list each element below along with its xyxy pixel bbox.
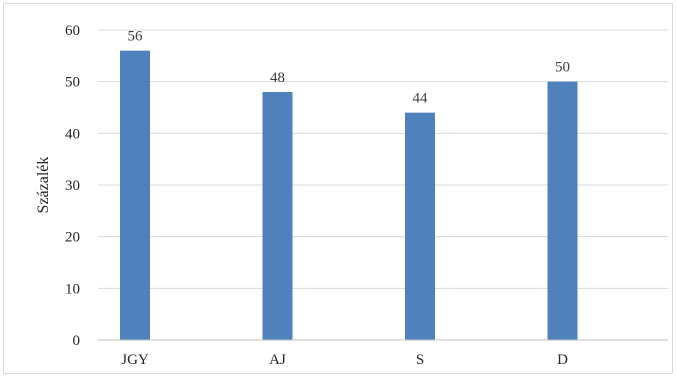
- data-label: 50: [555, 60, 570, 76]
- x-tick-label: AJ: [269, 352, 286, 368]
- data-label: 48: [270, 70, 285, 86]
- bar-jgy: [120, 50, 150, 341]
- y-tick-label: 40: [65, 126, 80, 142]
- data-label: 44: [413, 91, 429, 107]
- x-tick-label: S: [416, 352, 424, 368]
- y-tick-label: 60: [65, 23, 80, 39]
- y-axis-ticks: 0 10 20 30 40 50 60: [65, 23, 80, 349]
- bar-s: [405, 112, 435, 341]
- gridlines: [98, 29, 668, 289]
- y-axis-title: Százalék: [35, 157, 52, 214]
- x-tick-label: D: [557, 352, 568, 368]
- bar-d: [547, 81, 578, 341]
- y-tick-label: 30: [65, 178, 80, 194]
- y-tick-label: 20: [65, 230, 80, 246]
- y-tick-label: 0: [73, 333, 81, 349]
- y-tick-label: 50: [65, 75, 80, 91]
- data-labels: 56 48 44 50: [128, 29, 571, 107]
- bar-aj: [262, 92, 293, 340]
- x-axis-labels: JGY AJ S D: [121, 352, 568, 368]
- bars: [120, 50, 578, 341]
- y-tick-label: 10: [65, 281, 80, 297]
- x-tick-label: JGY: [121, 352, 149, 368]
- data-label: 56: [128, 29, 144, 45]
